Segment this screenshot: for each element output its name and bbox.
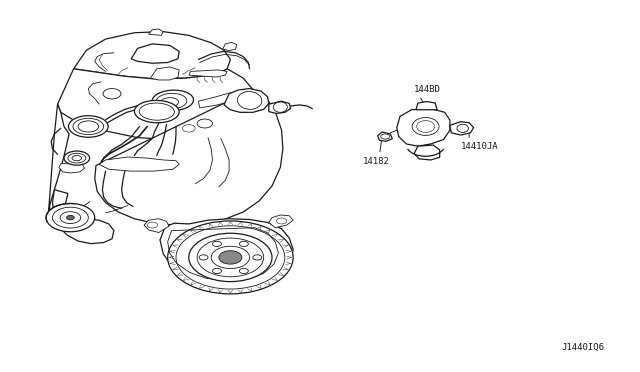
Circle shape — [168, 221, 293, 294]
Ellipse shape — [64, 151, 90, 165]
Text: J1440IQ6: J1440IQ6 — [562, 343, 605, 352]
Polygon shape — [223, 42, 237, 51]
Polygon shape — [144, 219, 169, 232]
Polygon shape — [160, 219, 293, 285]
Polygon shape — [269, 101, 291, 113]
Ellipse shape — [152, 90, 193, 111]
Polygon shape — [131, 44, 179, 63]
Polygon shape — [198, 93, 238, 108]
Polygon shape — [59, 164, 84, 173]
Polygon shape — [397, 109, 450, 146]
Circle shape — [46, 203, 95, 232]
Polygon shape — [224, 89, 269, 112]
Text: 14410JA: 14410JA — [461, 142, 499, 151]
Text: 14182: 14182 — [363, 157, 390, 166]
Ellipse shape — [134, 100, 179, 123]
Polygon shape — [95, 89, 283, 225]
Polygon shape — [416, 102, 437, 110]
Ellipse shape — [68, 116, 108, 137]
Polygon shape — [74, 32, 230, 79]
Polygon shape — [378, 132, 392, 141]
Circle shape — [67, 215, 74, 220]
Polygon shape — [52, 190, 114, 244]
Polygon shape — [269, 215, 293, 228]
Polygon shape — [58, 69, 256, 140]
Polygon shape — [48, 104, 69, 219]
Polygon shape — [148, 29, 163, 35]
Polygon shape — [99, 157, 179, 171]
Text: 144BD: 144BD — [414, 85, 441, 94]
Circle shape — [219, 251, 242, 264]
Polygon shape — [189, 70, 227, 77]
Polygon shape — [450, 122, 474, 135]
Circle shape — [189, 233, 272, 282]
Polygon shape — [414, 145, 440, 160]
Polygon shape — [150, 67, 179, 80]
